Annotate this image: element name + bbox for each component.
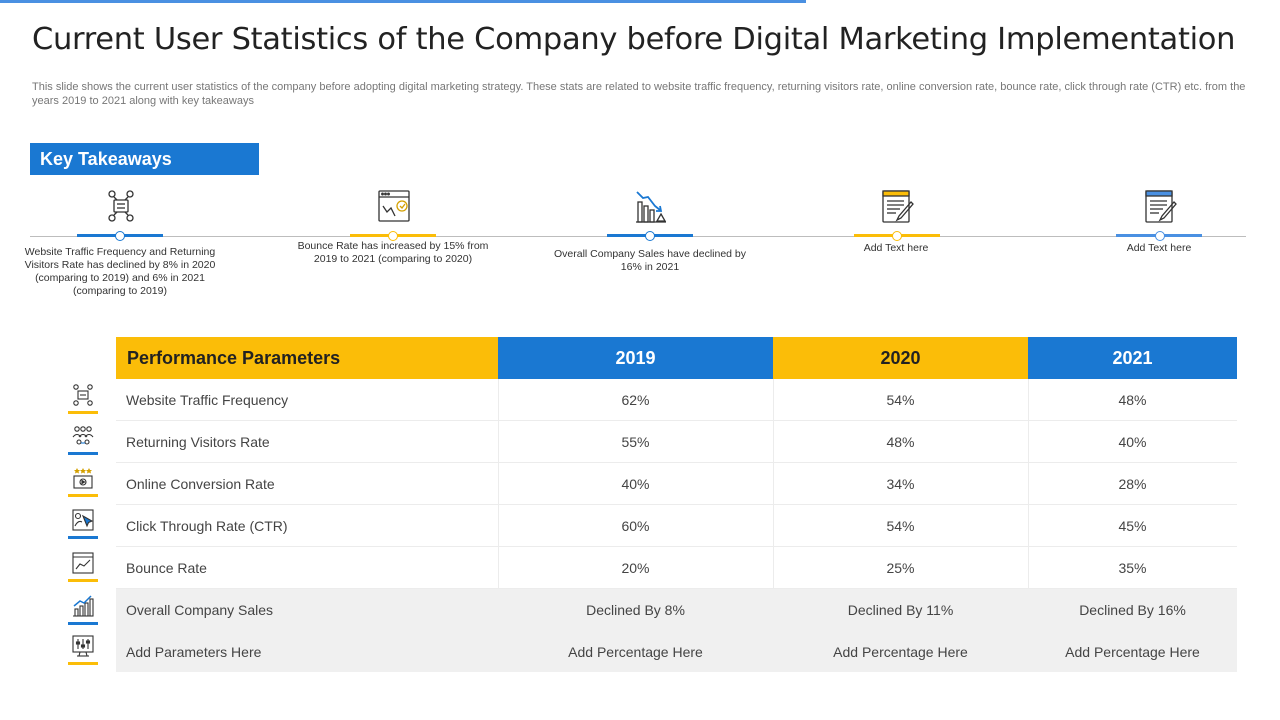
notepad-icon xyxy=(882,190,914,223)
row-value-2021: 45% xyxy=(1118,518,1147,534)
row-value-2020: 48% xyxy=(886,434,915,450)
row-value-2019: Declined By 8% xyxy=(586,602,685,618)
takeaway-text: Bounce Rate has increased by 15% from 20… xyxy=(297,240,489,265)
row-value-2019: Add Percentage Here xyxy=(568,644,703,660)
table-row: Returning Visitors Rate 55% 48% 40% xyxy=(116,421,1237,463)
row-value-2021: 40% xyxy=(1118,434,1147,450)
row-value-2020: 34% xyxy=(886,476,915,492)
row-icon-group xyxy=(68,551,98,585)
row-value-2021: Declined By 16% xyxy=(1079,602,1186,618)
column-divider xyxy=(773,379,774,589)
row-icon-group xyxy=(68,634,98,668)
page-title: Current User Statistics of the Company b… xyxy=(32,22,1236,57)
table-row: Website Traffic Frequency 62% 54% 48% xyxy=(116,379,1237,421)
row-parameter-name: Click Through Rate (CTR) xyxy=(126,518,288,534)
row-icon-group xyxy=(68,383,98,417)
timeline-dot xyxy=(645,231,655,241)
users-group-icon xyxy=(72,426,94,445)
row-parameter-name: Add Parameters Here xyxy=(126,644,262,660)
column-divider xyxy=(498,379,499,589)
table-row: Online Conversion Rate 40% 34% 28% xyxy=(116,463,1237,505)
table-header-2020: 2020 xyxy=(773,337,1028,379)
declining-chart-icon xyxy=(636,191,667,223)
equalizer-icon xyxy=(72,635,94,657)
growth-chart-icon xyxy=(73,595,94,617)
table-row: Bounce Rate 20% 25% 35% xyxy=(116,547,1237,589)
row-parameter-name: Online Conversion Rate xyxy=(126,476,275,492)
row-parameter-name: Website Traffic Frequency xyxy=(126,392,289,408)
timeline-dot xyxy=(892,231,902,241)
row-value-2019: 55% xyxy=(621,434,650,450)
key-takeaways-label: Key Takeaways xyxy=(30,143,259,175)
row-value-2019: 20% xyxy=(621,560,650,576)
row-value-2020: 25% xyxy=(886,560,915,576)
row-parameter-name: Overall Company Sales xyxy=(126,602,274,618)
row-icon-underline xyxy=(68,411,98,414)
table-header-2019: 2019 xyxy=(498,337,773,379)
table-header-2021: 2021 xyxy=(1028,337,1237,379)
top-accent-bar xyxy=(0,0,806,3)
row-icon-underline xyxy=(68,622,98,625)
row-value-2019: 62% xyxy=(621,392,650,408)
browser-chart-icon xyxy=(378,190,410,222)
row-value-2021: 48% xyxy=(1118,392,1147,408)
row-icon-underline xyxy=(68,494,98,497)
row-icon-underline xyxy=(68,662,98,665)
row-icon-underline xyxy=(68,536,98,539)
row-value-2020: 54% xyxy=(886,392,915,408)
row-value-2020: Declined By 11% xyxy=(847,602,954,618)
column-divider xyxy=(1028,379,1029,589)
row-icon-group xyxy=(68,466,98,500)
row-value-2019: 60% xyxy=(621,518,650,534)
timeline-dot xyxy=(388,231,398,241)
network-users-icon xyxy=(108,190,134,222)
takeaway-text: Overall Company Sales have declined by 1… xyxy=(553,248,747,273)
row-icon-group xyxy=(68,508,98,542)
takeaway-text: Add Text here xyxy=(863,242,929,254)
browser-chart-icon xyxy=(72,552,94,574)
takeaway-text: Website Traffic Frequency and Returning … xyxy=(24,246,216,297)
row-icon-group xyxy=(68,594,98,628)
takeaway-text: Add Text here xyxy=(1126,242,1192,254)
rating-screen-icon xyxy=(73,468,93,489)
click-pointer-icon xyxy=(72,509,94,531)
table-row: Click Through Rate (CTR) 60% 54% 45% xyxy=(116,505,1237,547)
table-row: Overall Company Sales Declined By 8% Dec… xyxy=(116,589,1237,631)
row-icon-underline xyxy=(68,452,98,455)
row-value-2019: 40% xyxy=(621,476,650,492)
timeline-dot xyxy=(1155,231,1165,241)
timeline-dot xyxy=(115,231,125,241)
page-subtitle: This slide shows the current user statis… xyxy=(32,81,1246,107)
table-header-parameters: Performance Parameters xyxy=(116,337,498,379)
row-value-2021: Add Percentage Here xyxy=(1065,644,1200,660)
row-value-2021: 28% xyxy=(1118,476,1147,492)
row-icon-group xyxy=(68,424,98,458)
row-parameter-name: Bounce Rate xyxy=(126,560,207,576)
row-value-2021: 35% xyxy=(1118,560,1147,576)
notepad-icon xyxy=(1145,190,1177,223)
row-parameter-name: Returning Visitors Rate xyxy=(126,434,270,450)
row-value-2020: Add Percentage Here xyxy=(833,644,968,660)
row-value-2020: 54% xyxy=(886,518,915,534)
table-row: Add Parameters Here Add Percentage Here … xyxy=(116,631,1237,672)
row-icon-underline xyxy=(68,579,98,582)
network-users-icon xyxy=(73,384,93,406)
